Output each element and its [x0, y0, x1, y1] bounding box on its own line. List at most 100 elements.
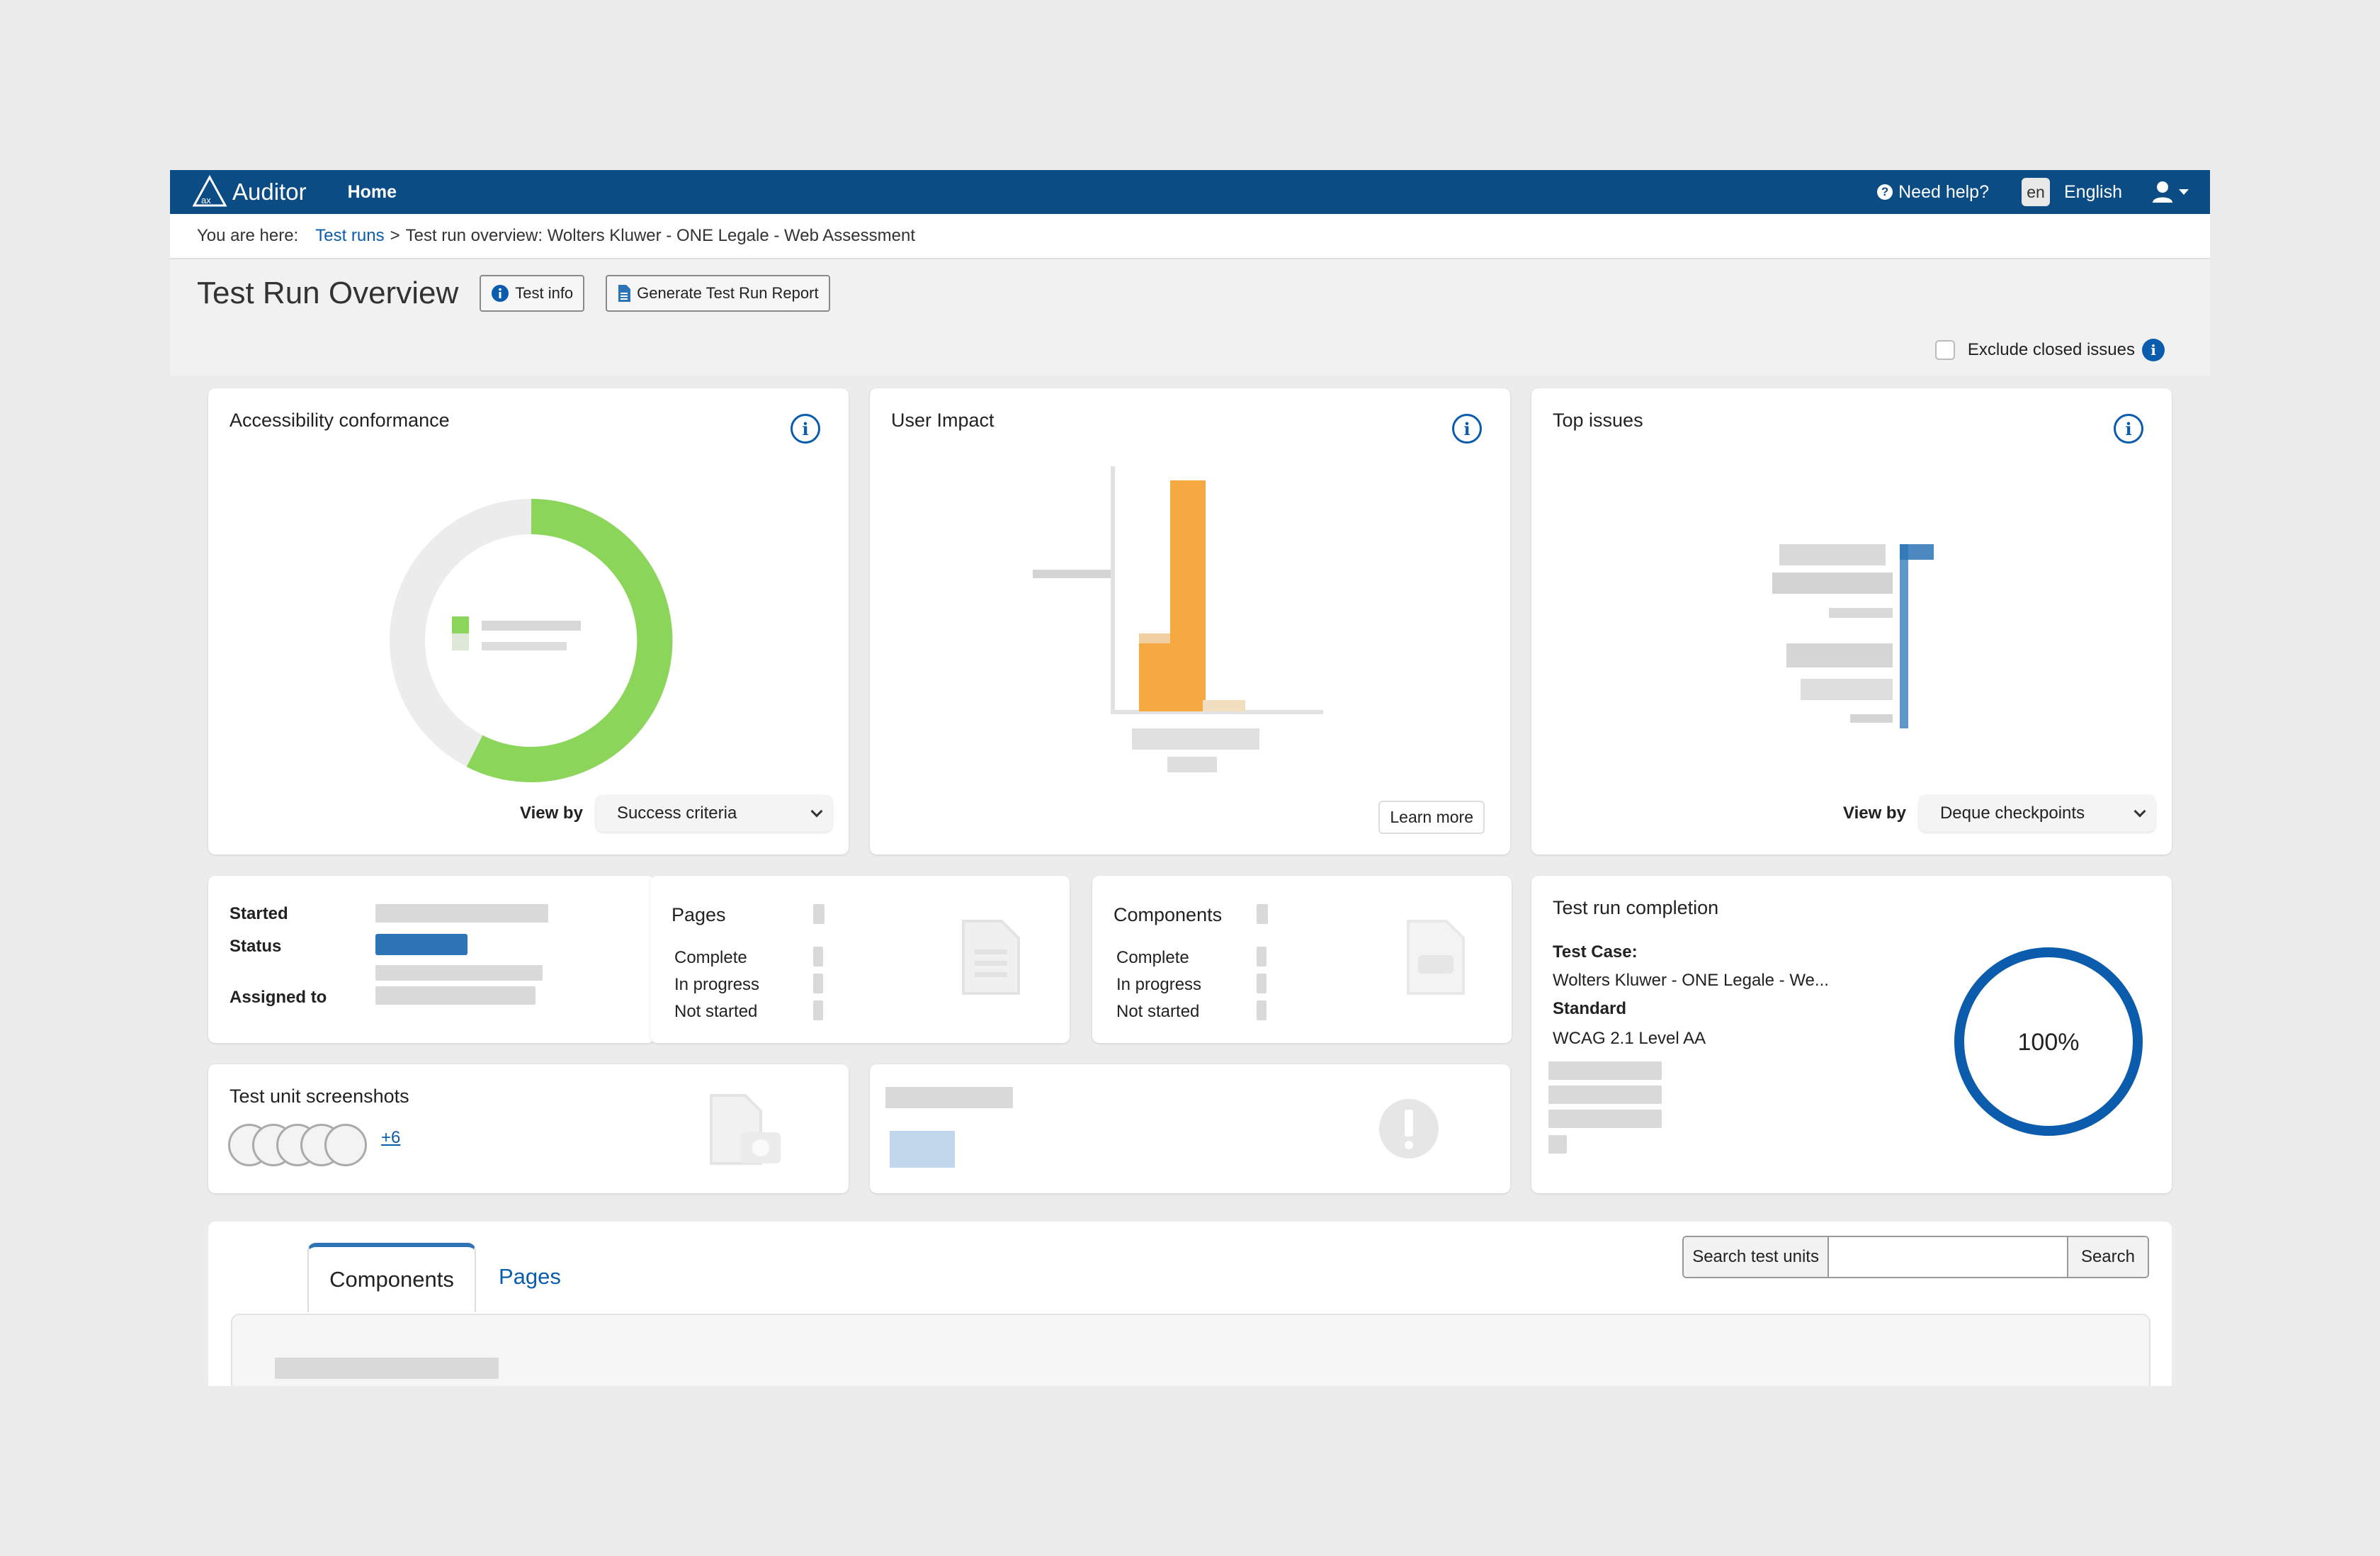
svg-text:ax: ax: [201, 195, 211, 205]
document-icon: [617, 284, 631, 303]
page-title: Test Run Overview: [197, 276, 459, 310]
top-issues-card: Top issues i View by Deque checkpoints: [1531, 388, 2172, 855]
info-icon[interactable]: i: [2114, 414, 2143, 444]
view-by-select[interactable]: Success criteria: [595, 795, 832, 832]
issue-label-blurred-2: [1772, 573, 1893, 594]
screenshots-card: Test unit screenshots +6: [208, 1064, 849, 1193]
user-impact-title: User Impact: [891, 410, 994, 431]
test-info-label: Test info: [515, 284, 574, 302]
generate-report-button[interactable]: Generate Test Run Report: [606, 275, 830, 312]
issues-title-blurred: [885, 1087, 1013, 1108]
view-by-value: Deque checkpoints: [1939, 804, 2085, 823]
pages-title: Pages: [672, 904, 726, 925]
top-issues-bar-chart: [1772, 544, 1934, 728]
issue-label-blurred-6: [1850, 714, 1893, 723]
more-screenshots-link[interactable]: +6: [381, 1128, 401, 1147]
issues-count-blurred: [890, 1131, 955, 1168]
completion-detail-blurred-2: [1548, 1086, 1662, 1104]
component-icon: [1407, 920, 1465, 995]
help-label: Need help?: [1898, 181, 1989, 202]
progress-arc: [1954, 947, 2143, 1136]
components-notstarted-blurred: [1257, 1000, 1266, 1020]
components-total-blurred: [1257, 904, 1268, 924]
legend-text-blurred-2: [482, 642, 567, 650]
chevron-down-icon: [2179, 189, 2189, 195]
learn-more-button[interactable]: Learn more: [1378, 801, 1485, 834]
alert-icon: [1379, 1099, 1439, 1158]
standard-label: Standard: [1553, 999, 1627, 1018]
breadcrumb-current: Test run overview: Wolters Kluwer - ONE …: [405, 226, 916, 245]
test-info-button[interactable]: Test info: [480, 275, 585, 312]
screenshots-title: Test unit screenshots: [230, 1086, 409, 1107]
conformance-title: Accessibility conformance: [230, 410, 450, 431]
issue-label-blurred-3: [1829, 608, 1893, 618]
progress-percent: 100%: [2018, 1029, 2080, 1056]
conformance-view-by: View by Success criteria: [520, 795, 832, 832]
nav-home[interactable]: Home: [347, 181, 397, 202]
auditor-logo[interactable]: ax Auditor: [191, 174, 307, 210]
generate-report-label: Generate Test Run Report: [637, 284, 819, 302]
issue-bar-top: [1900, 544, 1934, 560]
started-label: Started: [230, 904, 288, 923]
bar-minor: [1203, 700, 1245, 711]
breadcrumb-test-runs-link[interactable]: Test runs: [315, 226, 385, 245]
components-not-started-label: Not started: [1116, 1002, 1200, 1021]
standard-value: WCAG 2.1 Level AA: [1553, 1029, 1706, 1048]
axe-logo-icon: ax: [192, 174, 227, 207]
view-by-label: View by: [1843, 804, 1906, 823]
language-code-badge[interactable]: en: [2022, 178, 2050, 206]
conformance-donut-chart: [390, 499, 673, 782]
issue-label-blurred-4: [1786, 643, 1893, 667]
test-units-panel: Components Pages Search test units Searc…: [208, 1222, 2172, 1386]
screenshot-thumbnails[interactable]: [228, 1124, 370, 1169]
run-meta-card: Started Status Assigned to: [208, 876, 654, 1043]
components-card: Components Complete In progress Not star…: [1092, 876, 1512, 1043]
top-issues-view-by: View by Deque checkpoints: [1843, 795, 2155, 832]
issue-label-blurred: [1779, 544, 1886, 565]
assigned-value-blurred: [375, 965, 543, 981]
axis-label-blurred: [1033, 570, 1111, 578]
screenshot-thumb[interactable]: [324, 1124, 367, 1166]
app-window: ax Auditor Home ? Need help? en English …: [170, 170, 2210, 1386]
tab-components[interactable]: Components: [307, 1243, 476, 1312]
info-icon[interactable]: i: [1452, 414, 1482, 444]
info-icon[interactable]: i: [2142, 339, 2165, 361]
test-case-label: Test Case:: [1553, 942, 1638, 962]
logo-text: Auditor: [232, 179, 307, 205]
help-link[interactable]: ? Need help?: [1877, 182, 1989, 203]
x-tick-labels-blurred: [1132, 728, 1259, 750]
component-list-header-blurred: [275, 1358, 499, 1379]
language-selector[interactable]: English: [2064, 181, 2122, 202]
top-nav-bar: ax Auditor Home ? Need help? en English: [170, 170, 2210, 214]
components-progress-blurred: [1257, 974, 1266, 993]
pages-not-started-label: Not started: [674, 1002, 758, 1021]
info-icon: [491, 284, 509, 303]
breadcrumb-prefix: You are here:: [197, 226, 299, 245]
page-header: Test Run Overview Test info Generate Tes…: [197, 275, 830, 312]
donut-passed-arc: [466, 499, 673, 782]
search-button[interactable]: Search: [2066, 1237, 2148, 1277]
legend-swatch: [452, 616, 469, 633]
tab-pages[interactable]: Pages: [499, 1264, 561, 1289]
user-impact-bar-chart: [1033, 466, 1323, 772]
assigned-label: Assigned to: [230, 988, 327, 1007]
completion-detail-blurred: [1548, 1061, 1662, 1080]
info-icon[interactable]: i: [790, 414, 820, 444]
status-badge: [375, 934, 468, 955]
legend-text-blurred: [482, 621, 581, 631]
view-by-select[interactable]: Deque checkpoints: [1918, 795, 2155, 832]
top-right-menu: ? Need help? en English: [1877, 170, 2189, 214]
user-menu[interactable]: [2152, 180, 2189, 204]
search-label: Search test units: [1684, 1237, 1829, 1277]
document-icon: [962, 920, 1020, 995]
pages-total-blurred: [813, 904, 824, 924]
search-input[interactable]: [1828, 1237, 2067, 1277]
user-icon: [2153, 181, 2172, 203]
x-axis: [1111, 710, 1323, 714]
completion-detail-blurred-4: [1548, 1135, 1567, 1154]
status-label: Status: [230, 937, 282, 956]
exclude-closed-checkbox[interactable]: [1934, 340, 1955, 360]
view-by-value: Success criteria: [616, 804, 737, 823]
exclude-closed-label: Exclude closed issues: [1967, 340, 2135, 359]
pages-in-progress-label: In progress: [674, 975, 760, 994]
